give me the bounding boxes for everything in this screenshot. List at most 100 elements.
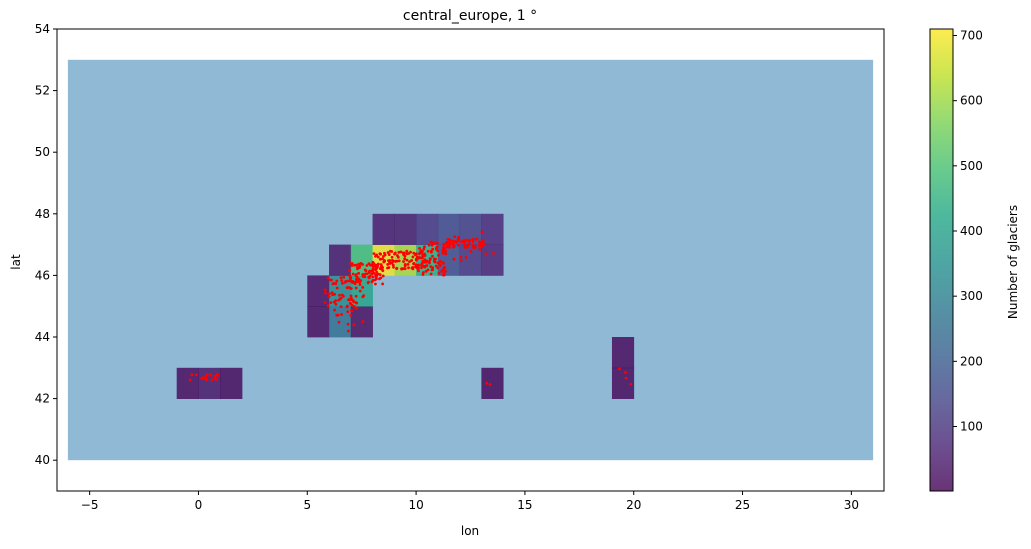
glacier-point — [341, 281, 344, 285]
glacier-point — [426, 268, 430, 272]
plot-area: −5 0 5 10 15 20 25 30 40 42 44 46 48 50 52 54 — [35, 22, 885, 512]
x-tick-label: 5 — [303, 498, 311, 512]
glacier-point — [388, 249, 392, 253]
glacier-point — [348, 261, 352, 265]
glacier-point — [401, 267, 405, 271]
glacier-point — [441, 249, 445, 253]
glacier-point — [412, 251, 416, 255]
glacier-point — [365, 272, 369, 276]
glacier-point — [362, 294, 366, 298]
glacier-point — [410, 259, 414, 262]
glacier-point — [381, 282, 385, 286]
glacier-point — [346, 322, 350, 326]
glacier-point — [399, 250, 403, 254]
glacier-point — [454, 240, 457, 244]
glacier-point — [327, 295, 331, 299]
glacier-point — [386, 251, 390, 254]
glacier-point — [390, 255, 394, 259]
heatmap-cell — [307, 306, 330, 338]
heatmap-cell — [481, 213, 504, 245]
glacier-point — [417, 252, 421, 256]
colorbar-tick-label: 600 — [960, 94, 983, 108]
glacier-point — [375, 253, 378, 257]
glacier-point — [426, 249, 430, 253]
colorbar-frame — [929, 28, 954, 492]
glacier-point — [430, 243, 434, 247]
glacier-point — [462, 239, 466, 243]
glacier-point — [358, 280, 362, 284]
glacier-point — [435, 245, 439, 249]
glacier-point — [432, 242, 436, 246]
glacier-point — [471, 240, 475, 244]
glacier-point — [492, 251, 495, 255]
glacier-point — [353, 282, 357, 286]
glacier-point — [395, 259, 399, 263]
glacier-point — [330, 291, 334, 295]
glacier-point — [334, 302, 338, 306]
x-tick-label: 0 — [195, 498, 203, 512]
glacier-point — [403, 264, 407, 268]
colorbar-tick-label: 200 — [960, 354, 983, 368]
glacier-point — [624, 376, 628, 380]
glacier-point — [459, 255, 463, 259]
glacier-point — [436, 261, 440, 265]
glacier-point — [629, 382, 633, 386]
glacier-point — [383, 251, 386, 255]
glacier-point — [431, 247, 435, 251]
glacier-point — [407, 266, 410, 270]
glacier-point — [448, 246, 451, 249]
glacier-point — [488, 382, 492, 386]
glacier-point — [361, 320, 365, 323]
glacier-point — [443, 266, 447, 270]
glacier-point — [414, 252, 418, 256]
glacier-point — [349, 296, 353, 300]
glacier-point — [417, 269, 420, 273]
glacier-point — [380, 267, 384, 271]
glacier-point — [456, 243, 460, 247]
plot-frame — [56, 28, 885, 492]
glacier-point — [444, 249, 448, 253]
heatmap-cell — [394, 213, 417, 245]
glacier-point — [208, 372, 212, 376]
glacier-point — [617, 367, 621, 371]
glacier-point — [441, 268, 445, 272]
glacier-point — [376, 255, 380, 259]
glacier-point — [388, 262, 392, 265]
glacier-point — [374, 265, 378, 269]
glacier-point — [335, 286, 339, 290]
y-tick-label: 50 — [35, 145, 50, 159]
glacier-point — [406, 262, 410, 266]
glacier-point — [361, 273, 365, 276]
glacier-point — [483, 242, 487, 246]
chart-title: central_europe, 1 ° — [403, 8, 537, 24]
glacier-point — [361, 263, 364, 266]
glacier-point — [371, 265, 375, 269]
glacier-point — [201, 376, 205, 380]
glacier-point — [356, 266, 359, 270]
glacier-point — [392, 265, 395, 269]
glacier-point — [481, 238, 485, 242]
glacier-point — [431, 254, 434, 258]
glacier-point — [421, 256, 424, 259]
glacier-point — [339, 276, 343, 280]
x-tick-label: 30 — [844, 498, 859, 512]
glacier-point — [457, 235, 460, 239]
glacier-point — [343, 280, 347, 284]
glacier-point — [354, 294, 358, 298]
glacier-point — [447, 243, 450, 246]
glacier-point — [188, 378, 192, 382]
y-tick-label: 44 — [35, 330, 50, 344]
glacier-point — [194, 373, 198, 377]
colorbar: 100 200 300 400 500 600 700 — [929, 28, 983, 492]
glacier-point — [348, 279, 352, 283]
y-axis-label: lat — [9, 254, 23, 270]
glacier-point — [471, 243, 475, 247]
y-tick-label: 46 — [35, 268, 50, 282]
glacier-point — [453, 235, 457, 239]
glacier-point — [450, 242, 454, 246]
glacier-point — [341, 294, 345, 298]
glacier-point — [414, 263, 418, 267]
glacier-point — [429, 272, 433, 276]
